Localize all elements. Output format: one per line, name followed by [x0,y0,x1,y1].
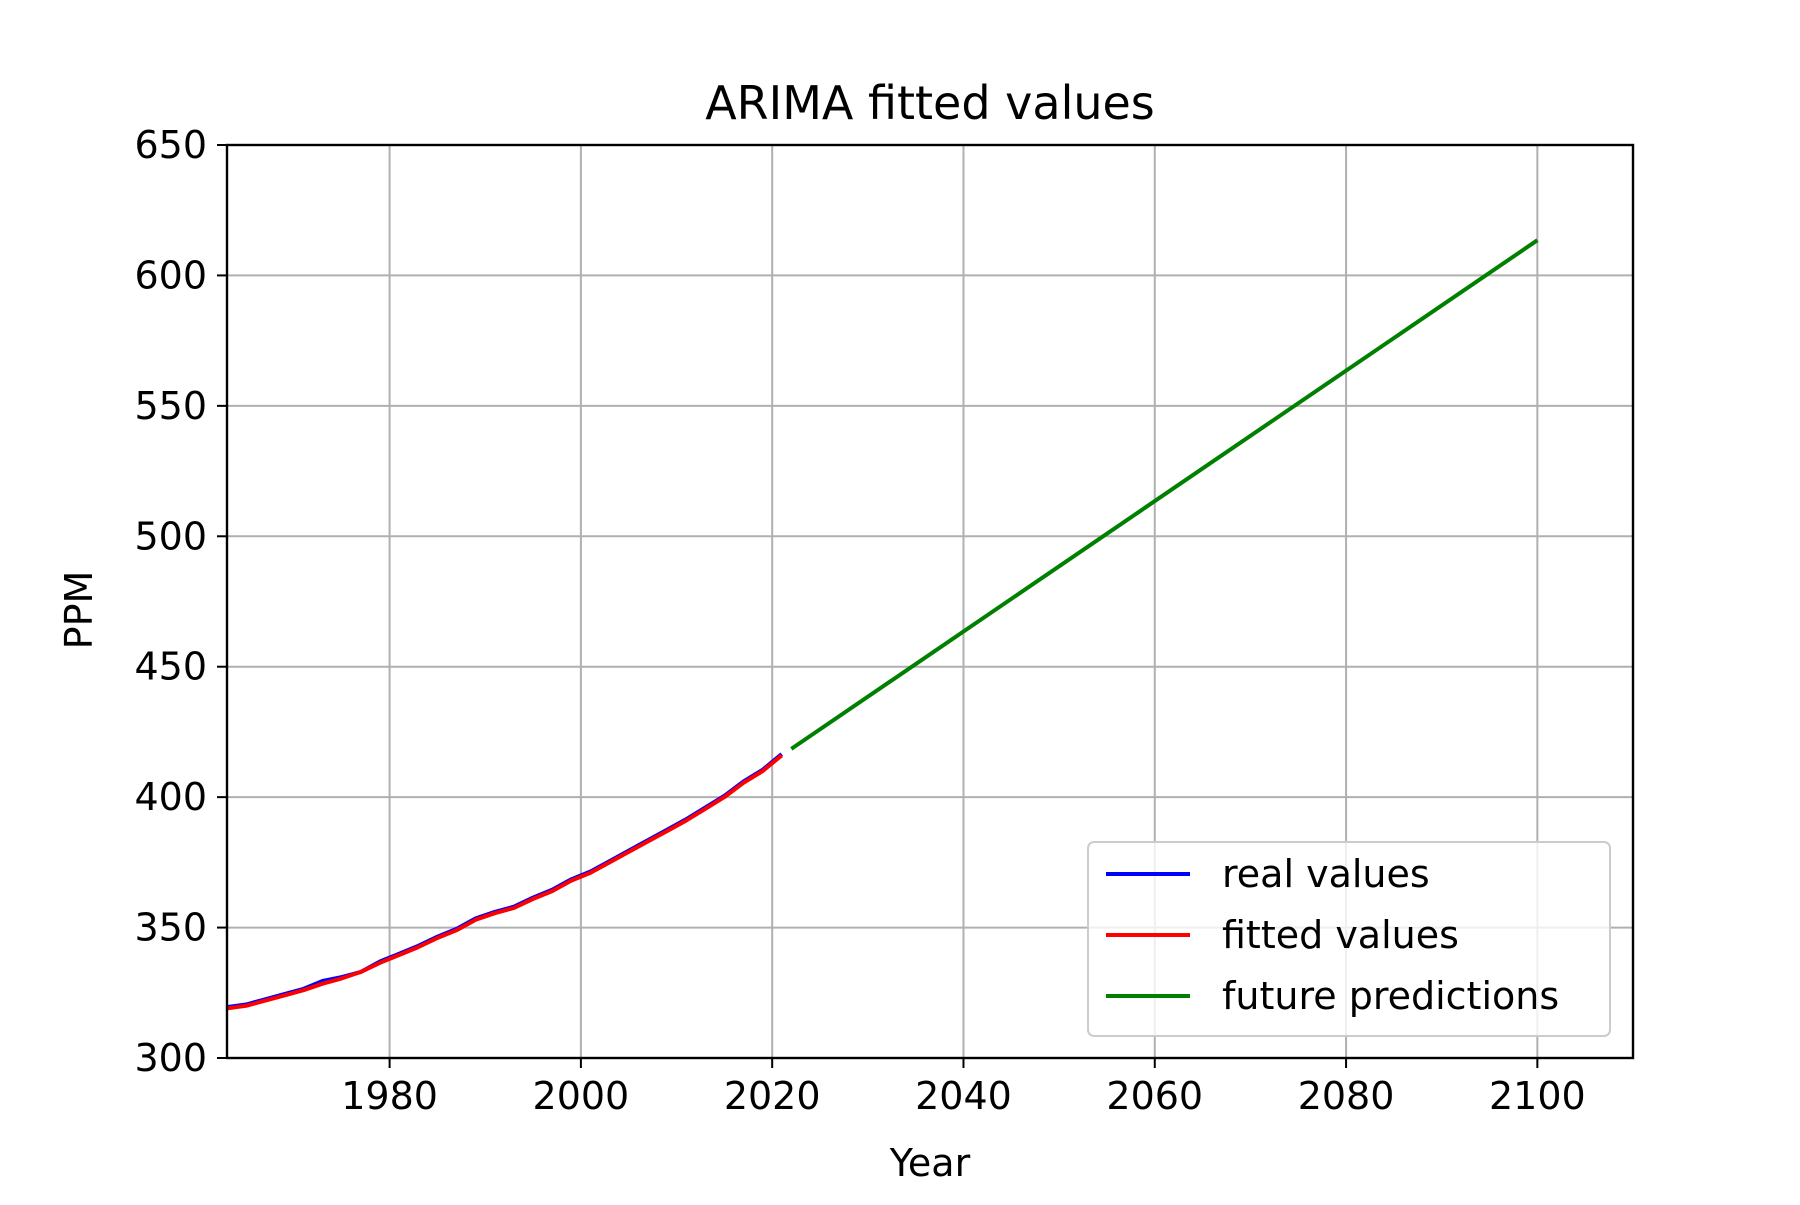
x-tick-label: 2080 [1298,1074,1395,1118]
chart-title: ARIMA fitted values [705,76,1155,130]
x-axis: 1980 2000 2020 2040 2060 2080 2100 [341,1058,1586,1118]
y-tick-label: 600 [134,253,207,297]
legend: real values fitted values future predictio… [1087,841,1611,1037]
series-line-future-predictions [790,238,1539,751]
x-tick-label: 2020 [724,1074,821,1118]
legend-box [1087,841,1611,1037]
x-tick-label: 1980 [341,1074,438,1118]
legend-label-future-predictions: future predictions [1222,974,1559,1018]
y-tick-label: 550 [134,384,207,428]
series-line-real-values [226,752,783,1010]
series-line-fitted-values [226,753,783,1011]
legend-label-real-values: real values [1222,852,1430,896]
y-axis: 300 350 400 450 500 550 600 650 [134,123,227,1080]
y-tick-label: 300 [134,1036,207,1080]
y-tick-label: 400 [134,775,207,819]
x-tick-label: 2100 [1489,1074,1586,1118]
y-tick-label: 450 [134,645,207,689]
x-tick-label: 2000 [533,1074,630,1118]
x-axis-title: Year [889,1141,971,1185]
x-tick-label: 2060 [1106,1074,1203,1118]
series-lines [226,238,1539,1011]
y-tick-label: 350 [134,906,207,950]
plot-frame [225,143,1635,1060]
legend-label-fitted-values: fitted values [1222,913,1459,957]
grid [227,144,1633,1059]
x-tick-label: 2040 [915,1074,1012,1118]
y-axis-title: PPM [57,571,101,650]
y-tick-label: 650 [134,123,207,167]
y-tick-label: 500 [134,514,207,558]
